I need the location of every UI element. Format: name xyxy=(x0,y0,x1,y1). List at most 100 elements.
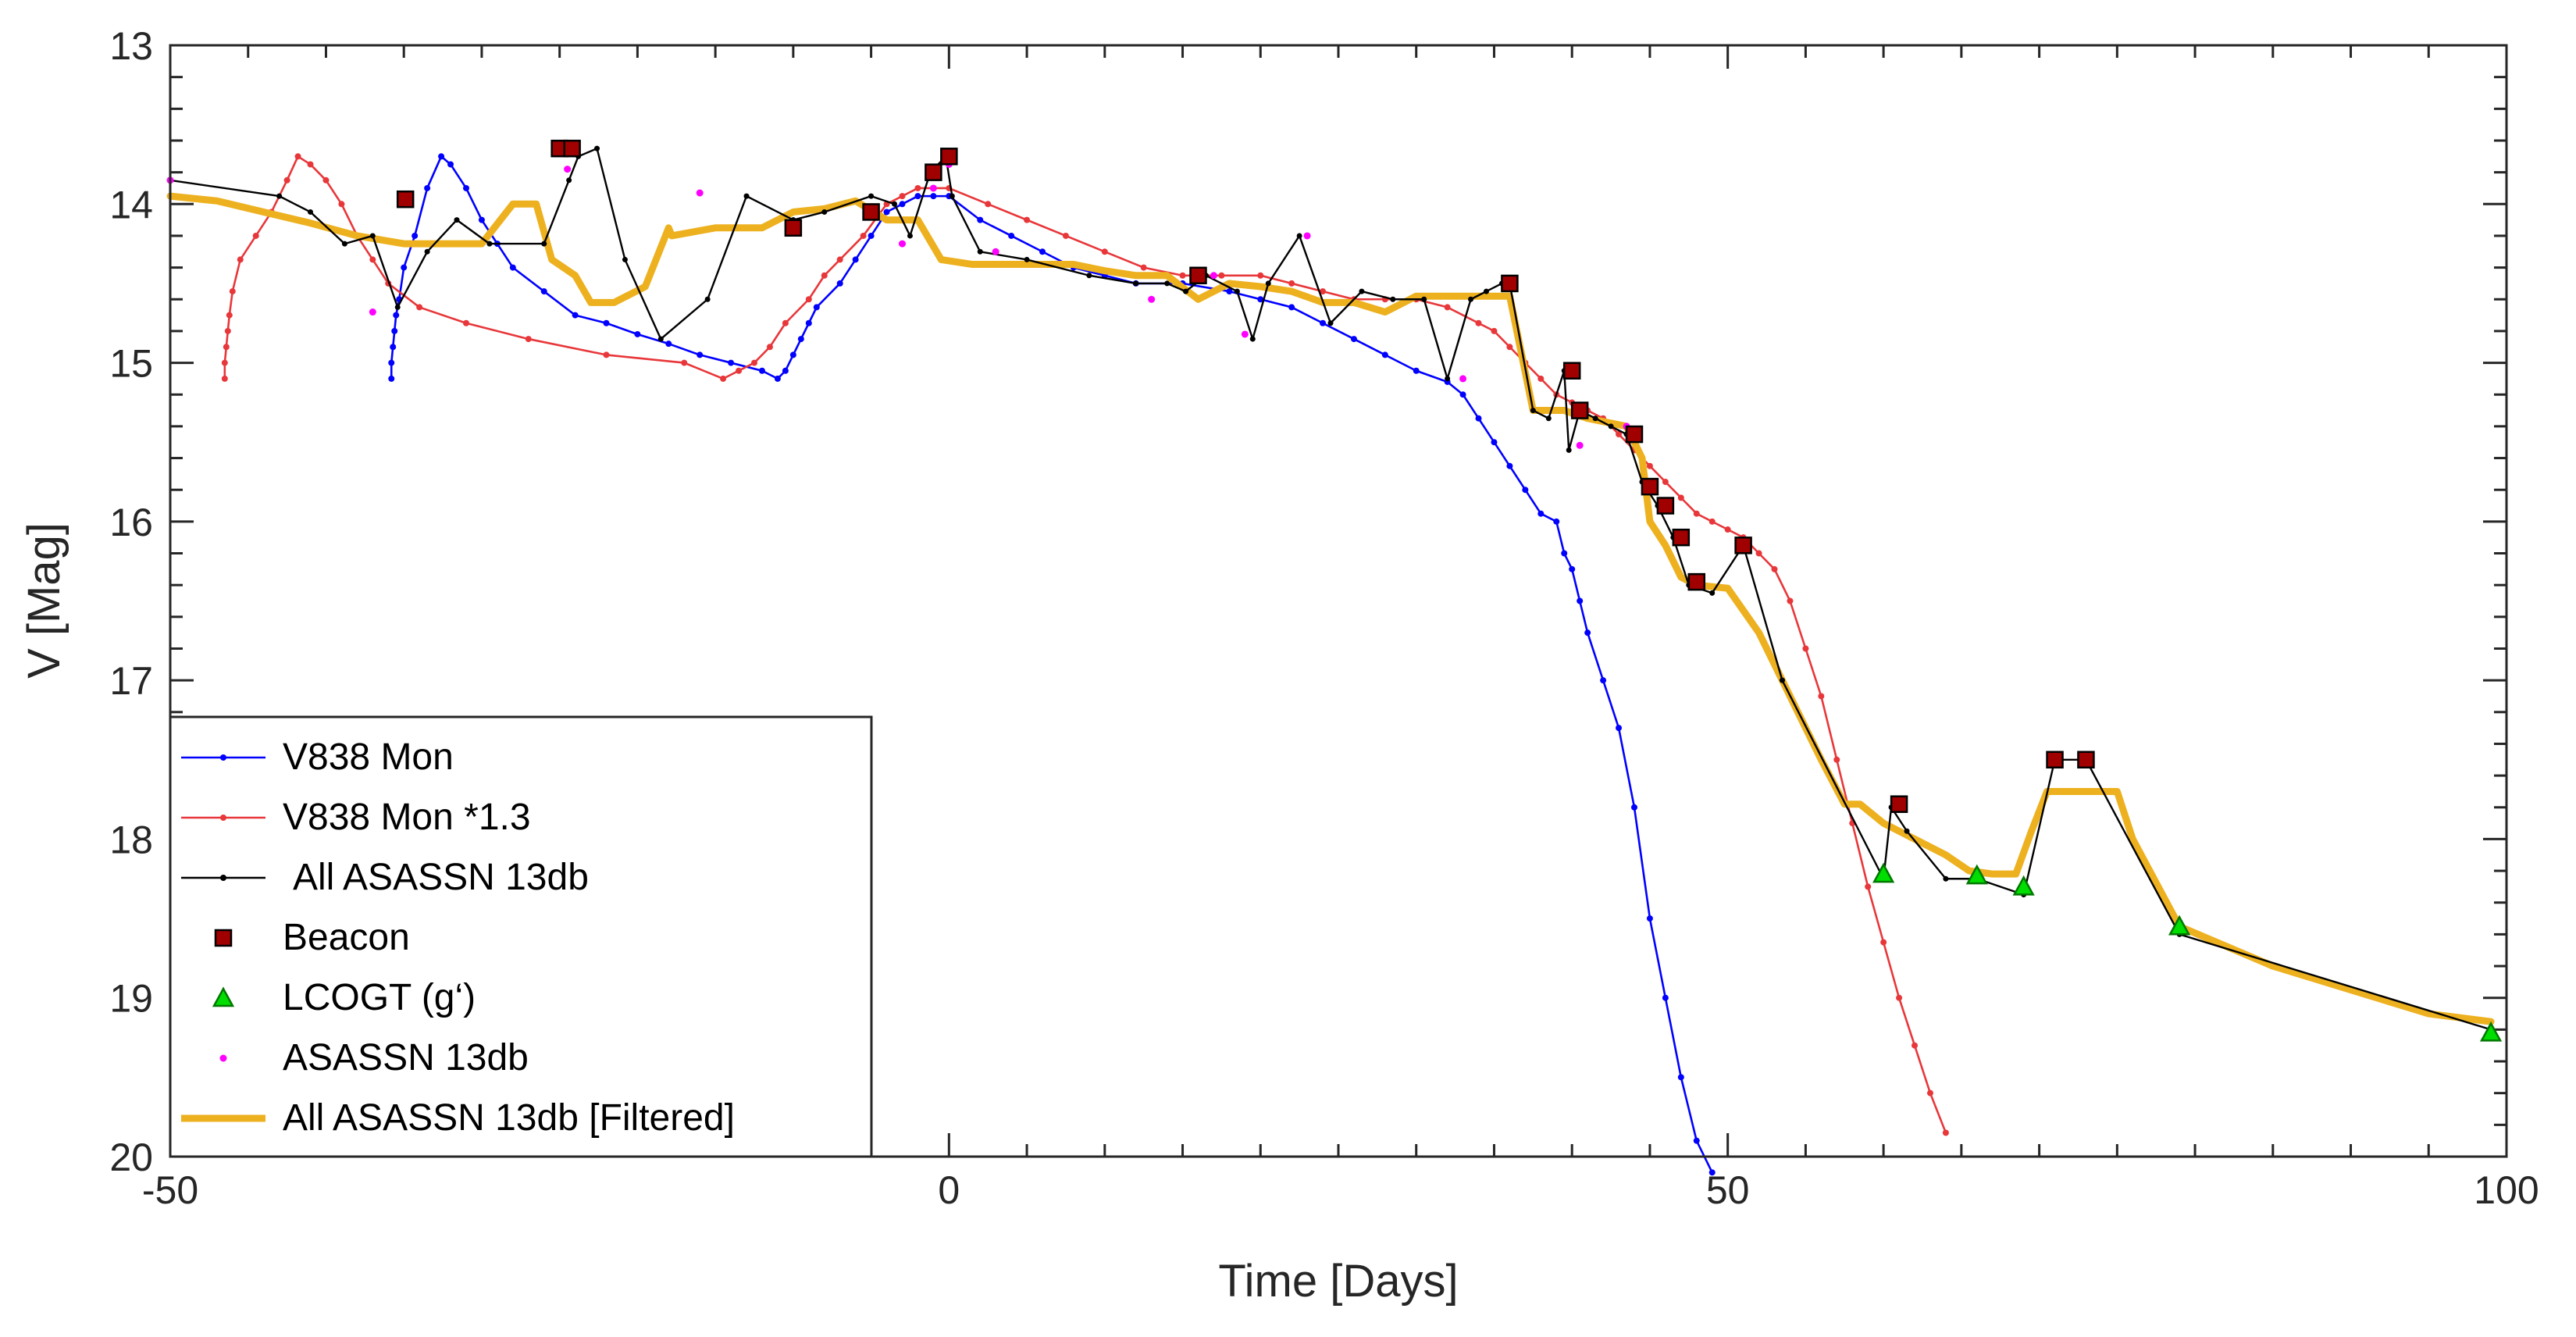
data-point-v838_scaled xyxy=(914,184,921,191)
data-point-v838_scaled xyxy=(821,272,828,279)
data-point-beacon xyxy=(1570,401,1589,419)
data-point-v838_scaled xyxy=(223,344,230,351)
data-point-v838 xyxy=(899,201,906,208)
y-tick-label: 18 xyxy=(109,818,153,861)
data-point-v838_scaled xyxy=(1616,431,1623,438)
legend: V838 Mon V838 Mon *1.3 All ASASSN 13db B… xyxy=(169,715,873,1158)
data-point-v838_scaled xyxy=(1062,232,1069,239)
data-point-v838_scaled xyxy=(252,232,259,239)
data-point-v838 xyxy=(1537,510,1545,517)
data-point-all_asassn xyxy=(308,209,314,215)
data-point-v838 xyxy=(1708,1169,1716,1176)
data-point-asassn xyxy=(1576,441,1584,449)
data-point-v838_scaled xyxy=(1257,272,1264,279)
data-point-v838_scaled xyxy=(221,375,228,382)
data-point-all_asassn xyxy=(1086,273,1092,279)
data-point-all_asassn xyxy=(394,304,401,310)
data-point-v838_scaled xyxy=(369,256,376,263)
data-point-v838_scaled xyxy=(751,359,757,366)
data-point-v838 xyxy=(697,351,704,358)
y-tick-label: 19 xyxy=(109,977,153,1021)
data-point-v838_scaled xyxy=(1646,462,1653,469)
data-point-beacon xyxy=(396,190,415,209)
data-point-all_asassn xyxy=(1566,447,1572,453)
data-point-v838 xyxy=(1577,597,1584,604)
data-point-all_asassn xyxy=(821,209,828,215)
data-point-asassn xyxy=(898,240,906,248)
legend-label-lcogt: LCOGT (g‘) xyxy=(283,977,476,1018)
data-point-v838_scaled xyxy=(1218,272,1225,279)
data-point-beacon xyxy=(563,139,581,158)
data-point-v838 xyxy=(1561,550,1568,557)
data-point-beacon xyxy=(1189,266,1207,285)
data-point-beacon xyxy=(1501,274,1519,293)
data-point-asassn xyxy=(929,184,937,192)
data-point-all_asassn xyxy=(1608,423,1614,430)
series-filtered xyxy=(166,192,2495,1025)
data-point-v838 xyxy=(1475,415,1482,422)
data-point-asassn xyxy=(1148,295,1156,303)
data-point-lcogt xyxy=(2479,1021,2503,1042)
x-tick-label: -50 xyxy=(142,1168,198,1212)
data-point-v838_scaled xyxy=(1942,1129,1949,1136)
legend-label-v838: V838 Mon xyxy=(283,736,454,778)
data-point-beacon xyxy=(1656,497,1675,515)
legend-marker-beacon xyxy=(214,929,233,947)
x-tick-label: 100 xyxy=(2474,1168,2539,1212)
data-point-all_asassn xyxy=(1445,376,1451,382)
data-point-v838 xyxy=(914,193,921,200)
data-point-all_asassn xyxy=(1904,828,1910,834)
data-point-v838_scaled xyxy=(1140,264,1147,271)
data-point-v838_scaled xyxy=(860,232,867,239)
data-point-v838 xyxy=(1600,677,1607,684)
legend-marker-asassn-points xyxy=(219,1054,227,1062)
y-tick-label: 20 xyxy=(109,1136,153,1179)
data-point-v838 xyxy=(1522,487,1529,494)
series-v838 xyxy=(388,153,1716,1176)
data-point-v838_scaled xyxy=(1802,645,1809,652)
data-point-v838_scaled xyxy=(1444,304,1451,311)
data-point-all_asassn xyxy=(1390,296,1396,302)
data-point-all_asassn xyxy=(1296,233,1302,239)
y-tick-label: 13 xyxy=(109,24,153,68)
data-point-beacon xyxy=(1625,425,1644,444)
data-point-all_asassn xyxy=(1468,296,1474,302)
data-point-v838_scaled xyxy=(1708,518,1716,525)
data-point-v838 xyxy=(438,153,445,160)
data-point-v838 xyxy=(509,264,516,271)
data-point-v838_scaled xyxy=(736,367,743,374)
data-point-all_asassn xyxy=(1249,336,1256,342)
legend-marker-lcogt xyxy=(212,986,235,1007)
data-point-v838_scaled xyxy=(782,319,789,326)
data-point-v838 xyxy=(813,304,820,311)
y-tick-label: 15 xyxy=(109,342,153,386)
data-point-v838_scaled xyxy=(1833,756,1840,763)
data-point-v838 xyxy=(797,336,804,343)
data-point-asassn xyxy=(696,189,704,197)
data-point-all_asassn xyxy=(1265,280,1271,287)
data-point-v838 xyxy=(977,216,984,223)
data-point-v838 xyxy=(1320,319,1327,326)
series-line-filtered xyxy=(166,192,2495,1025)
data-point-asassn xyxy=(1303,232,1311,240)
data-point-beacon xyxy=(1734,537,1752,554)
data-point-v838 xyxy=(393,312,400,319)
data-point-v838 xyxy=(390,344,397,351)
data-point-v838 xyxy=(758,367,765,374)
data-point-v838_scaled xyxy=(1491,327,1498,334)
data-point-v838_scaled xyxy=(226,312,233,319)
data-point-v838 xyxy=(1616,725,1623,732)
data-point-v838 xyxy=(868,232,875,239)
data-point-v838_scaled xyxy=(766,344,773,351)
legend-box xyxy=(169,715,873,1158)
data-point-all_asassn xyxy=(276,193,283,199)
data-point-all_asassn xyxy=(1943,875,1949,882)
data-point-v838 xyxy=(930,193,937,200)
data-point-v838_scaled xyxy=(322,176,330,184)
data-point-v838_scaled xyxy=(338,201,345,208)
data-point-asassn xyxy=(369,308,376,316)
data-point-beacon xyxy=(1890,795,1908,813)
data-point-v838 xyxy=(447,161,454,168)
data-point-v838_scaled xyxy=(805,296,812,303)
